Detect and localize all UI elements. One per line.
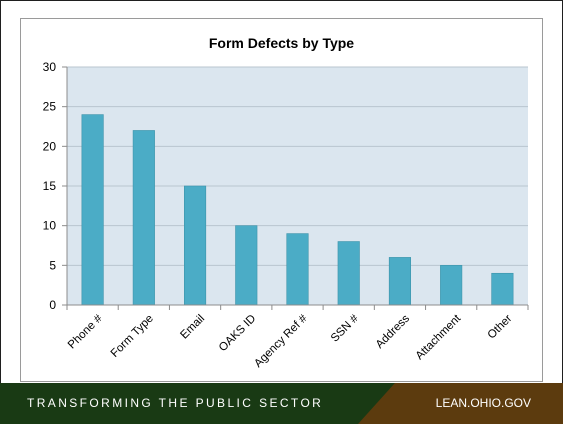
bar [132,130,155,306]
chart-title: Form Defects by Type [208,35,355,51]
x-tick-label: Other [486,313,515,342]
x-tick-label: Address [374,312,412,350]
x-tick-label: SSN # [329,312,361,344]
x-tick-label: Email [178,313,207,342]
bar [81,114,104,306]
footer-bar: TRANSFORMING THE PUBLIC SECTOR LEAN.OHIO… [0,383,563,424]
bar [491,272,514,306]
footer-tagline: TRANSFORMING THE PUBLIC SECTOR [27,396,324,410]
x-tick-label: Agency Ref # [252,312,310,370]
x-tick-label: Phone # [66,312,105,351]
x-tick-label: Form Type [109,313,156,360]
y-tick-label: 15 [43,179,57,193]
bar [235,225,258,306]
y-tick-label: 25 [43,100,57,114]
footer-accent [358,383,563,424]
bars [81,114,514,306]
y-tick-label: 0 [49,298,56,312]
y-tick-label: 10 [43,219,57,233]
y-tick-label: 20 [43,139,57,153]
x-tick-label: OAKS ID [217,313,258,354]
y-tick-label: 30 [43,60,57,74]
y-axis-ticks: 0 5 10 15 20 25 30 [43,60,67,312]
x-tick-label: Attachment [414,312,464,362]
bar [286,233,309,306]
chart-frame: Form Defects by Type 0 5 10 15 20 25 30 Phone … [20,18,543,382]
footer-website: LEAN.OHIO.GOV [435,396,531,410]
y-tick-label: 5 [49,258,56,272]
bar-chart: 0 5 10 15 20 25 30 Phone # Form Type Email OAKS I… [43,60,529,370]
bar [183,185,207,306]
bar [337,241,360,306]
bar [440,265,463,306]
bar [388,257,412,306]
